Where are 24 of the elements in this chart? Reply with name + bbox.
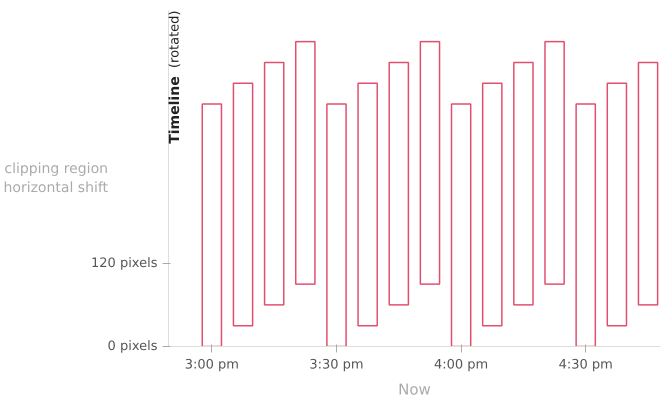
bar [606, 82, 628, 326]
bar [388, 62, 410, 306]
bar [202, 103, 222, 346]
x-tick-label: 3:30 pm [309, 358, 364, 372]
bar [326, 103, 347, 346]
bar [294, 40, 316, 285]
bar [638, 62, 658, 306]
x-tick-label: 4:00 pm [434, 358, 488, 372]
y-tick-label: 0 pixels [108, 339, 158, 354]
y-axis-title: clipping region horizontal shift [4, 160, 109, 196]
bar [544, 40, 565, 285]
x-axis-title: Now [398, 380, 431, 398]
bar [264, 62, 285, 306]
text: Timeline (rotated) [167, 10, 184, 144]
bar [420, 40, 440, 285]
bar [232, 82, 254, 326]
bar [450, 103, 472, 346]
x-tick-label: 4:30 pm [558, 358, 613, 372]
bar [575, 103, 596, 346]
y-tick-label: 120 pixels [91, 256, 158, 271]
x-tick-label: 3:00 pm [184, 358, 239, 372]
bar [357, 82, 378, 326]
bar [513, 62, 534, 306]
bar [482, 82, 503, 326]
